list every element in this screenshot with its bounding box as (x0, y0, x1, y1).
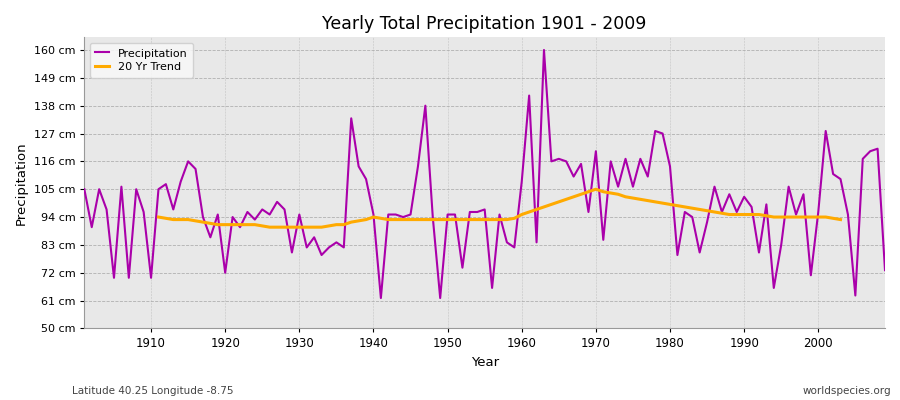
Precipitation (538, 48, 549, 52)
20 Yr Trend (265, 225, 275, 230)
Precipitation (517, 179, 527, 184)
20 Yr Trend (153, 215, 164, 220)
20 Yr Trend (501, 217, 512, 222)
Precipitation (879, 268, 890, 273)
Line: 20 Yr Trend: 20 Yr Trend (158, 189, 841, 227)
Precipitation (139, 210, 149, 214)
20 Yr Trend (835, 217, 846, 222)
Precipitation (346, 116, 356, 121)
20 Yr Trend (272, 225, 283, 230)
Legend: Precipitation, 20 Yr Trend: Precipitation, 20 Yr Trend (90, 43, 193, 78)
Y-axis label: Precipitation: Precipitation (15, 141, 28, 225)
Line: Precipitation: Precipitation (85, 50, 885, 298)
X-axis label: Year: Year (471, 356, 499, 369)
Precipitation (302, 245, 312, 250)
20 Yr Trend (590, 187, 601, 192)
20 Yr Trend (242, 222, 253, 227)
Precipitation (620, 156, 631, 161)
20 Yr Trend (643, 198, 653, 203)
Precipitation (79, 187, 90, 192)
Precipitation (375, 296, 386, 300)
Precipitation (524, 93, 535, 98)
Text: Latitude 40.25 Longitude -8.75: Latitude 40.25 Longitude -8.75 (72, 386, 233, 396)
20 Yr Trend (302, 225, 312, 230)
Text: worldspecies.org: worldspecies.org (803, 386, 891, 396)
Title: Yearly Total Precipitation 1901 - 2009: Yearly Total Precipitation 1901 - 2009 (322, 15, 647, 33)
20 Yr Trend (709, 210, 720, 214)
